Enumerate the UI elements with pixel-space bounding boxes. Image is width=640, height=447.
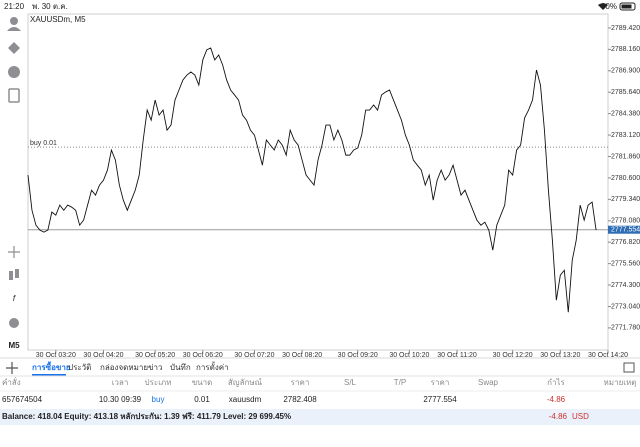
column-header: กำไร <box>547 378 565 387</box>
column-header: คำสั่ง <box>2 376 21 387</box>
table-cell: 10.30 09:39 <box>99 395 142 404</box>
price-line-series <box>27 47 597 313</box>
account-summary: Balance: 418.04 Equity: 413.18 หลักประกั… <box>2 411 291 421</box>
column-header: สัญลักษณ์ <box>228 377 263 387</box>
chat-icon[interactable] <box>8 66 20 78</box>
x-tick-label: 30 Oct 11:20 <box>437 352 477 359</box>
tab[interactable]: บันทึก <box>170 363 191 372</box>
status-time: 21:20 <box>4 2 25 11</box>
indicator-icon-b <box>15 269 19 278</box>
chart: 2771.780 2773.040 2774.300 2775.560 2776.820… <box>27 25 640 359</box>
y-tick-label: 2771.780 <box>611 325 640 332</box>
account-icon[interactable] <box>10 17 18 25</box>
table-cell: buy <box>152 395 165 404</box>
table-cell: 2777.554 <box>423 395 457 404</box>
column-header: Swap <box>478 378 499 387</box>
tab[interactable]: การซื้อขาย <box>32 361 71 372</box>
total-profit: -4.86 <box>549 412 568 421</box>
left-toolbar: f M5 <box>7 17 21 350</box>
table-cell: 0.01 <box>194 395 210 404</box>
chart-frame <box>27 13 609 351</box>
crosshair-icon[interactable] <box>8 246 20 258</box>
table-cell: xauusdm <box>229 395 262 404</box>
column-header: หมายเหตุ <box>604 378 637 387</box>
timeframe-button[interactable]: M5 <box>8 341 20 350</box>
y-tick-label: 2785.640 <box>611 89 640 96</box>
y-tick-label: 2789.420 <box>611 25 640 32</box>
x-tick-label: 30 Oct 13:20 <box>540 352 580 359</box>
orders-table: คำสั่ง เวลา ประเภท ขนาด สัญลักษณ์ ราคา S/L T/P ร… <box>0 376 640 404</box>
x-tick-label: 30 Oct 10:20 <box>389 352 429 359</box>
x-tick-label: 30 Oct 12:20 <box>493 352 533 359</box>
chart-title: XAUUSDm, M5 <box>30 15 86 24</box>
y-tick-label: 2781.860 <box>611 153 640 160</box>
status-date: พ. 30 ต.ค. <box>32 2 68 11</box>
tab[interactable]: ข่าว <box>148 363 162 372</box>
x-tick-label: 30 Oct 03:20 <box>36 352 76 359</box>
column-header: ราคา <box>431 378 450 387</box>
price-label: 2777.554 <box>611 227 640 234</box>
y-tick-label: 2779.340 <box>611 196 640 203</box>
new-order-icon[interactable] <box>8 88 20 103</box>
y-tick-label: 2784.380 <box>611 110 640 117</box>
battery-level: 80% <box>601 2 617 11</box>
layout-button[interactable] <box>623 362 635 373</box>
account-icon-body <box>7 27 21 31</box>
function-icon[interactable]: f <box>13 294 16 303</box>
summary-bar <box>0 409 640 425</box>
column-header: ประเภท <box>145 378 172 387</box>
table-cell: 657674504 <box>2 395 43 404</box>
x-tick-label: 30 Oct 08:20 <box>282 352 322 359</box>
column-header: T/P <box>394 378 406 387</box>
order-label: buy 0.01 <box>30 140 57 147</box>
y-tick-label: 2788.160 <box>611 46 640 53</box>
objects-icon[interactable] <box>9 318 19 328</box>
battery-fill <box>621 4 632 9</box>
x-tick-label: 30 Oct 09:20 <box>338 352 378 359</box>
tab[interactable]: ประวัติ <box>68 363 91 372</box>
column-header: S/L <box>344 378 357 387</box>
trade-icon[interactable] <box>8 42 20 54</box>
indicator-icon[interactable] <box>9 271 13 280</box>
x-tick-label: 30 Oct 07:20 <box>234 352 274 359</box>
tab[interactable]: กล่องจดหมาย <box>100 363 148 372</box>
y-tick-label: 2774.300 <box>611 282 640 289</box>
add-button[interactable] <box>6 362 18 374</box>
wifi-icon <box>598 3 608 10</box>
column-header: ราคา <box>291 378 310 387</box>
currency: USD <box>572 412 589 421</box>
y-tick-label: 2780.600 <box>611 175 640 182</box>
column-header: ขนาด <box>192 378 213 387</box>
y-tick-label: 2773.040 <box>611 303 640 310</box>
y-tick-label: 2786.900 <box>611 68 640 75</box>
column-header: เวลา <box>112 378 129 387</box>
y-tick-label: 2783.120 <box>611 132 640 139</box>
x-tick-label: 30 Oct 05:20 <box>135 352 175 359</box>
tab[interactable]: การตั้งค่า <box>196 361 229 372</box>
y-tick-label: 2775.560 <box>611 260 640 267</box>
y-tick-label: 2778.080 <box>611 218 640 225</box>
y-tick-label: 2776.820 <box>611 239 640 246</box>
table-cell: -4.86 <box>547 395 566 404</box>
battery-icon <box>619 2 636 11</box>
price-tag <box>608 225 640 234</box>
table-cell: 2782.408 <box>283 395 317 404</box>
x-tick-label: 30 Oct 06:20 <box>183 352 223 359</box>
x-tick-label: 30 Oct 14:20 <box>588 352 628 359</box>
x-tick-label: 30 Oct 04:20 <box>83 352 123 359</box>
